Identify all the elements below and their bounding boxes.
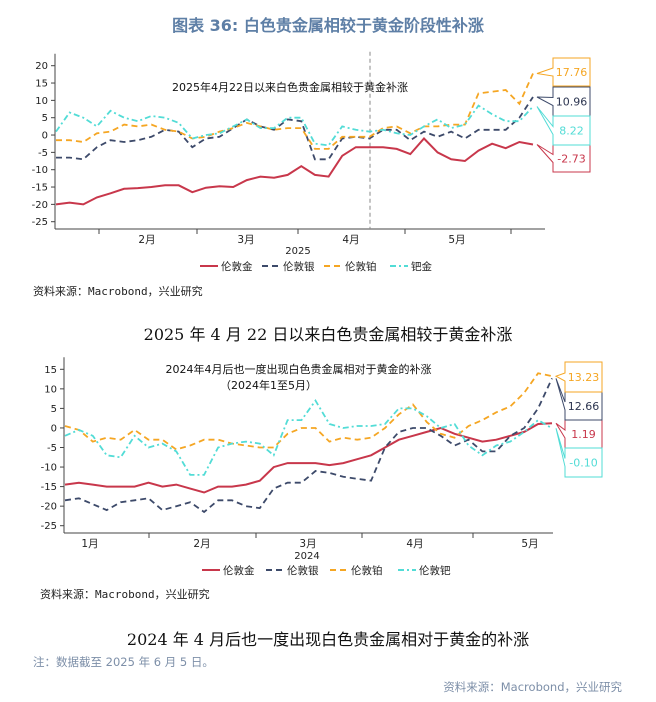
end-value-callout-platinum [554, 361, 603, 393]
x-tick-label: 4月 [342, 234, 359, 246]
end-value-callout-palladium [555, 428, 603, 478]
y-tick-label: -15 [32, 183, 48, 194]
chart-title: 2024年4月后也一度出现白色贵金属相对于黄金的补涨 [166, 362, 432, 376]
x-axis-label: 2024 [294, 551, 319, 562]
legend-label-silver: 伦敦银 [283, 260, 315, 273]
x-tick-label: 5月 [521, 538, 538, 550]
end-value-label-palladium: -0.10 [569, 457, 597, 470]
series-line-palladium [64, 398, 553, 476]
end-value-label-platinum: 17.76 [556, 66, 588, 79]
end-value-label-gold: -2.73 [557, 153, 585, 166]
chart-title: 2025年4月22日以来白色贵金属相较于黄金补涨 [172, 80, 408, 94]
footer-source: 资料来源：Macrobond，兴业研究 [443, 680, 622, 694]
legend-label-gold: 伦敦金 [221, 260, 253, 273]
y-tick-label: 0 [42, 131, 48, 142]
figure-title: 图表 36: 白色贵金属相较于黄金阶段性补涨 [172, 16, 484, 35]
chart1-source: 资料来源：Macrobond，兴业研究 [33, 285, 203, 298]
legend-label-platinum: 伦敦铂 [351, 564, 383, 577]
end-value-label-gold: 1.19 [571, 428, 596, 441]
end-value-label-platinum: 13.23 [568, 371, 600, 384]
y-tick-label: -5 [47, 443, 57, 454]
chart2-caption: 2024 年 4 月后也一度出现白色贵金属相对于黄金的补涨 [126, 630, 530, 649]
y-tick-label: -20 [41, 502, 57, 513]
y-tick-label: -20 [32, 200, 48, 211]
chart2-source: 资料来源：Macrobond，兴业研究 [40, 588, 210, 601]
y-tick-label: -10 [41, 463, 57, 474]
y-tick-label: -5 [38, 148, 48, 159]
legend-label-platinum: 伦敦铂 [345, 260, 377, 273]
end-value-callout-palladium [536, 106, 591, 146]
x-tick-label: 2月 [193, 538, 210, 550]
end-value-callout-silver [555, 378, 603, 421]
legend-label-palladium: 伦敦钯 [419, 564, 451, 577]
end-value-callout-platinum [536, 57, 591, 87]
x-tick-label: 2月 [138, 234, 155, 246]
x-tick-label: 4月 [406, 538, 423, 550]
x-tick-label: 3月 [299, 538, 316, 550]
end-value-callout-gold [536, 144, 591, 173]
y-tick-label: 5 [51, 404, 57, 415]
y-tick-label: 0 [51, 423, 57, 434]
y-tick-label: 5 [42, 113, 48, 124]
y-tick-label: -10 [32, 165, 48, 176]
legend-label-gold: 伦敦金 [223, 564, 255, 577]
x-tick-label: 5月 [448, 234, 465, 246]
end-value-callout-gold [555, 419, 603, 449]
series-line-platinum [64, 372, 553, 451]
x-tick-label: 1月 [81, 538, 98, 550]
series-line-gold [64, 422, 553, 494]
y-tick-label: -25 [32, 217, 48, 228]
y-tick-label: 10 [44, 384, 57, 395]
x-tick-label: 3月 [237, 234, 254, 246]
y-tick-label: 10 [35, 96, 48, 107]
y-tick-label: 15 [35, 79, 48, 90]
footnote: 注：数据截至 2025 年 6 月 5 日。 [33, 655, 214, 669]
series-line-gold [55, 137, 534, 206]
end-value-callout-silver [536, 86, 591, 117]
end-value-label-silver: 12.66 [568, 400, 600, 413]
chart-2025: 20 15 10 5 0 -5 -10 -15 -20 -25 2月 3月 4月 5月 2025 2025年4… [32, 51, 591, 273]
legend-label-silver: 伦敦银 [287, 564, 319, 577]
x-axis-label: 2025 [285, 246, 310, 257]
y-tick-label: 15 [44, 365, 57, 376]
y-tick-label: 20 [35, 61, 48, 72]
series-line-silver [56, 96, 534, 161]
chart-subtitle: （2024年1至5月） [220, 378, 317, 392]
chart-2024: 15 10 5 0 -5 -10 -15 -20 -25 1月 2月 3月 4月 5月 2024 2024年4… [41, 357, 603, 577]
chart1-caption: 2025 年 4 月 22 日以来白色贵金属相较于黄金补涨 [143, 325, 513, 344]
series-line-silver [64, 378, 553, 514]
y-tick-label: -15 [41, 482, 57, 493]
end-value-label-palladium: 8.22 [559, 125, 584, 138]
y-tick-label: -25 [41, 521, 57, 532]
legend-label-palladium: 钯金 [411, 260, 432, 273]
series-line-palladium [55, 104, 534, 147]
series-line-platinum [56, 73, 534, 150]
end-value-label-silver: 10.96 [556, 96, 588, 109]
